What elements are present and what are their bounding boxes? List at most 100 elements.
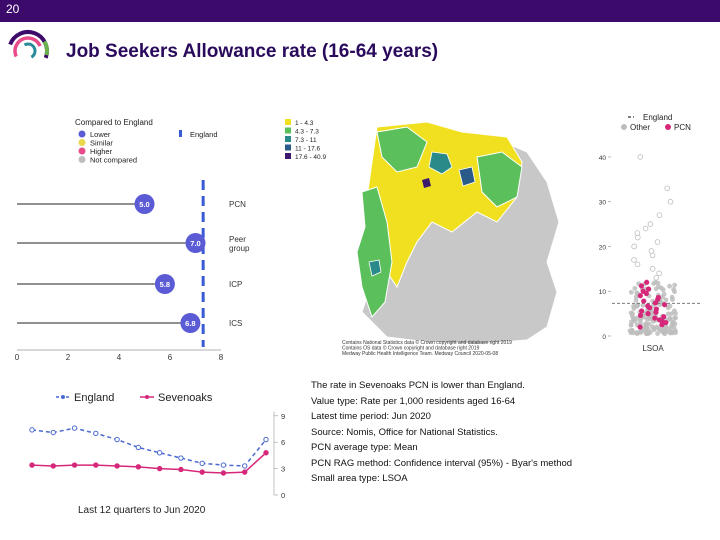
- pcn-lsoa-point: [662, 302, 668, 308]
- pcn-lsoa-point: [637, 324, 643, 330]
- comparison-point: [180, 313, 201, 333]
- series-point: [93, 462, 99, 468]
- map-legend-label: 11 - 17.6: [295, 146, 321, 153]
- y-tick-label: 9: [281, 412, 285, 421]
- series-point: [50, 463, 56, 469]
- map-teal-region-3: [368, 259, 382, 277]
- legend-marker: [621, 124, 627, 130]
- series-line: [31, 427, 267, 467]
- series-point: [242, 463, 248, 469]
- legend-label: Lower: [90, 130, 111, 139]
- series-point: [178, 455, 184, 461]
- trend-subtitle: Last 12 quarters to Jun 2020: [78, 505, 206, 516]
- legend-marker: [78, 139, 86, 146]
- map-green-region-west: [356, 186, 393, 318]
- legend-marker: [665, 124, 671, 130]
- other-lsoa-point: [663, 297, 669, 303]
- series-point: [199, 469, 205, 475]
- map-teal-region-2: [458, 166, 476, 187]
- pcn-lsoa-point: [645, 303, 651, 309]
- other-lsoa-point: [631, 243, 637, 250]
- pcn-lsoa-point: [639, 308, 645, 314]
- comparison-row-label: Peer group: [229, 235, 250, 253]
- legend-label: England: [74, 392, 114, 404]
- series-point: [135, 464, 142, 470]
- other-lsoa-point: [630, 330, 636, 336]
- other-lsoa-point: [670, 297, 675, 302]
- description-line: The rate in Sevenoaks PCN is lower than …: [311, 380, 525, 391]
- series-point: [135, 444, 142, 451]
- other-lsoa-point: [665, 311, 671, 317]
- other-lsoa-point: [628, 289, 634, 295]
- other-lsoa-point: [664, 185, 671, 192]
- other-lsoa-point: [637, 154, 644, 160]
- series-line: [31, 452, 267, 474]
- other-lsoa-point: [654, 239, 661, 245]
- other-lsoa-point: [633, 297, 639, 303]
- series-point: [199, 460, 205, 467]
- map-legend-label: 4.3 - 7.3: [295, 129, 319, 136]
- other-lsoa-point: [671, 287, 677, 292]
- pcn-lsoa-point: [645, 286, 652, 292]
- x-tick-label: LSOA: [642, 344, 664, 353]
- trend-line-chart: England Sevenoaks 0 3 6 9 Last 12 quarters t…: [29, 392, 285, 516]
- description-line: PCN RAG method: Confidence interval (95%…: [311, 457, 573, 469]
- pcn-lsoa-point: [641, 298, 647, 304]
- map-legend-swatch: [285, 119, 291, 125]
- y-tick-label: 6: [281, 438, 285, 447]
- map-legend-swatch: [285, 136, 291, 142]
- series-point: [263, 450, 269, 456]
- legend-marker: [61, 395, 65, 399]
- pcn-lsoa-point: [656, 317, 663, 323]
- legend-title: Compared to England: [75, 118, 153, 127]
- other-lsoa-point: [646, 321, 652, 327]
- description-line: Latest time period: Jun 2020: [311, 411, 431, 422]
- description-line: Value type: Rate per 1,000 residents age…: [311, 395, 516, 407]
- series-point: [156, 450, 163, 456]
- series-point: [29, 427, 35, 433]
- other-lsoa-point: [643, 330, 649, 336]
- description-line: Source: Nomis, Office for National Stati…: [311, 426, 498, 438]
- map-legend-label: 17.6 - 40.9: [295, 154, 326, 161]
- page-number: 20: [6, 2, 20, 16]
- legend-label: PCN: [674, 123, 691, 132]
- other-lsoa-point: [643, 322, 648, 327]
- other-lsoa-point: [660, 287, 666, 293]
- map-legend-swatch: [285, 127, 291, 134]
- x-tick-label: 0: [15, 353, 20, 362]
- comparison-value-label: 5.0: [139, 200, 149, 209]
- series-point: [29, 462, 35, 468]
- other-lsoa-point: [647, 221, 654, 227]
- other-lsoa-point: [634, 230, 641, 236]
- other-lsoa-point: [656, 270, 662, 277]
- comparison-row-label: PCN: [229, 200, 246, 209]
- other-lsoa-point: [634, 330, 639, 336]
- legend-marker: [145, 395, 149, 399]
- other-lsoa-point: [672, 321, 678, 327]
- legend-marker: [78, 130, 86, 138]
- map-legend-swatch: [285, 144, 291, 151]
- other-lsoa-point: [651, 325, 657, 331]
- series-point: [114, 463, 120, 469]
- pcn-lsoa-point: [652, 315, 658, 321]
- map-teal-region: [428, 151, 453, 175]
- other-lsoa-point: [634, 234, 641, 241]
- map-green-region-north: [376, 126, 428, 173]
- legend-label: Higher: [90, 147, 113, 156]
- series-point: [220, 462, 227, 468]
- other-lsoa-point: [656, 212, 663, 218]
- x-tick-label: 8: [219, 353, 224, 362]
- other-lsoa-point: [672, 282, 678, 288]
- pcn-lsoa-point: [637, 312, 644, 319]
- comparison-chart: Compared to England LowerSimilarHigherNo…: [15, 118, 250, 362]
- other-lsoa-point: [649, 266, 656, 272]
- other-lsoa-point: [667, 316, 673, 322]
- y-tick-label: 40: [599, 155, 607, 162]
- map-legend-label: 7.3 - 11: [295, 137, 317, 144]
- other-lsoa-point: [634, 261, 641, 268]
- y-tick-label: 0: [602, 334, 606, 341]
- description-panel: The rate in Sevenoaks PCN is lower than …: [311, 378, 611, 487]
- area-map: 1 - 4.3 4.3 - 7.37.3 - 11 11 - 17.617.6 - …: [285, 119, 560, 357]
- pcn-lsoa-point: [640, 288, 646, 294]
- pcn-lsoa-point: [644, 279, 650, 285]
